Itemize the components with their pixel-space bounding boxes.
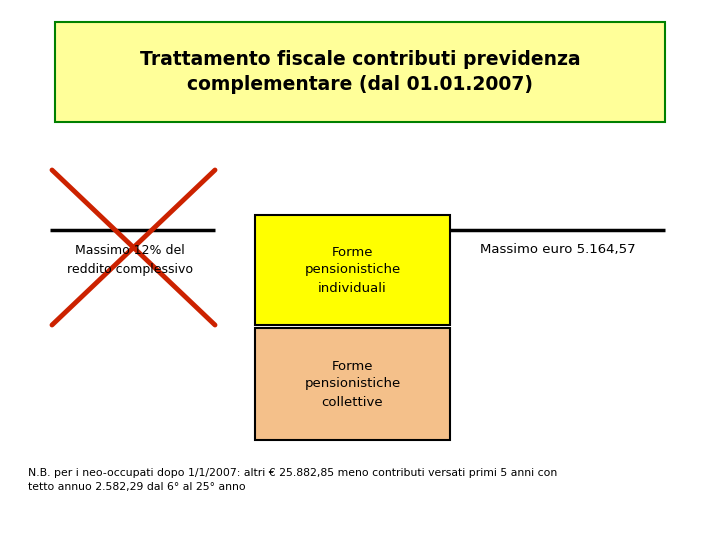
FancyBboxPatch shape [255,328,450,440]
Text: N.B. per i neo-occupati dopo 1/1/2007: altri € 25.882,85 meno contributi versati: N.B. per i neo-occupati dopo 1/1/2007: a… [28,468,557,492]
Text: Trattamento fiscale contributi previdenza
complementare (dal 01.01.2007): Trattamento fiscale contributi previdenz… [140,50,580,94]
Text: Forme
pensionistiche
collettive: Forme pensionistiche collettive [305,360,400,408]
FancyBboxPatch shape [55,22,665,122]
Text: Forme
pensionistiche
individuali: Forme pensionistiche individuali [305,246,400,294]
Text: Massimo 12% del
reddito complessivo: Massimo 12% del reddito complessivo [67,245,193,275]
FancyBboxPatch shape [255,215,450,325]
Text: Massimo euro 5.164,57: Massimo euro 5.164,57 [480,244,636,256]
